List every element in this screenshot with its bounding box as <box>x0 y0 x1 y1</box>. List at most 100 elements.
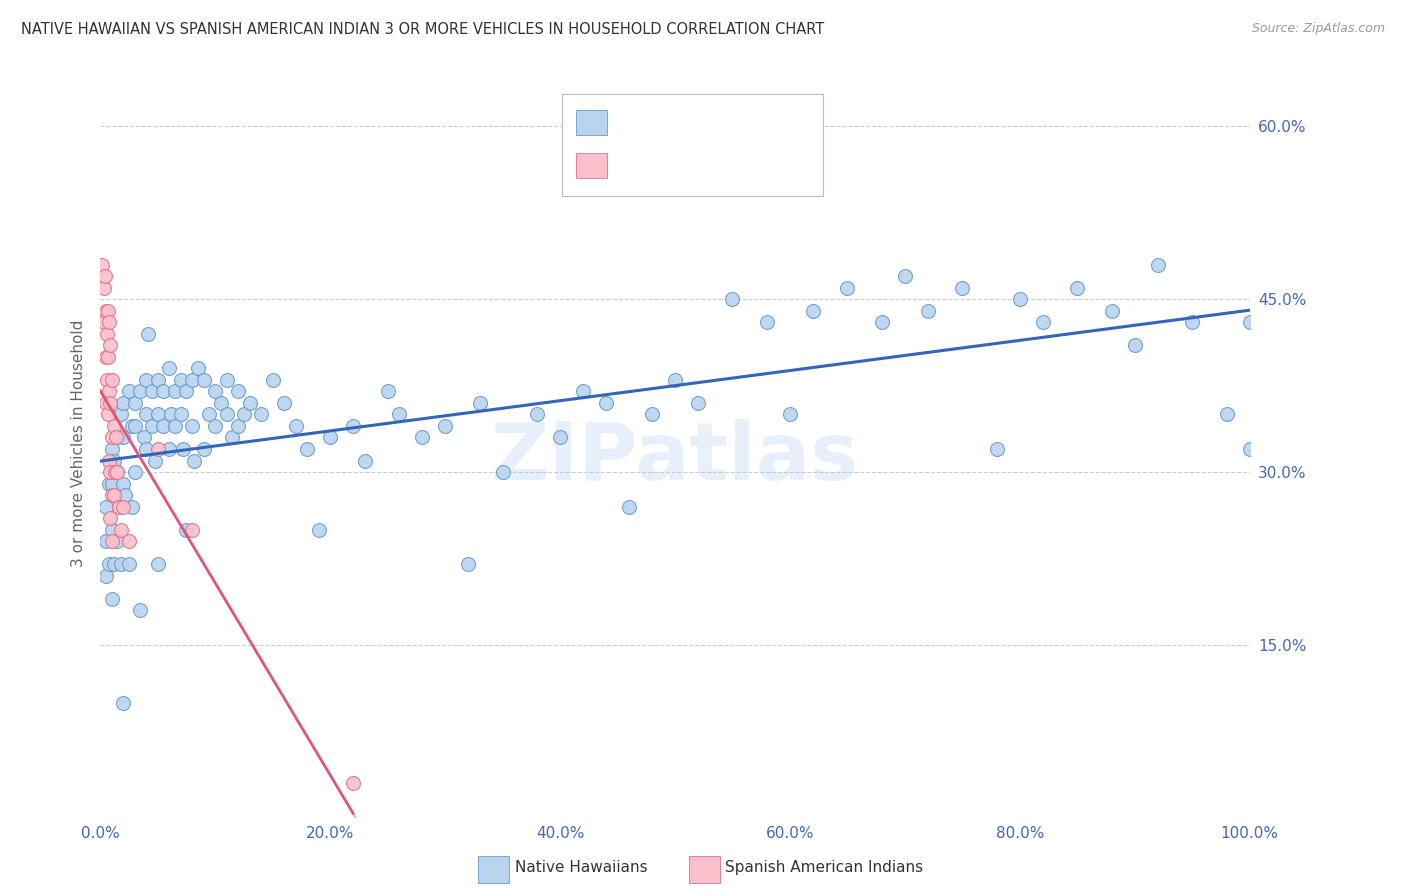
Point <box>377 384 399 399</box>
Point <box>100 523 122 537</box>
Point <box>1239 442 1261 456</box>
Point <box>157 361 180 376</box>
Point <box>181 523 204 537</box>
Point <box>93 268 115 283</box>
Point <box>118 384 141 399</box>
Point <box>100 465 122 479</box>
Point <box>388 408 411 422</box>
Text: NATIVE HAWAIIAN VS SPANISH AMERICAN INDIAN 3 OR MORE VEHICLES IN HOUSEHOLD CORRE: NATIVE HAWAIIAN VS SPANISH AMERICAN INDI… <box>21 22 824 37</box>
Point <box>98 453 121 467</box>
Text: 35: 35 <box>740 158 761 172</box>
Point <box>124 396 146 410</box>
Point <box>135 442 157 456</box>
Point <box>950 280 973 294</box>
Point <box>100 488 122 502</box>
Point <box>110 408 132 422</box>
Point <box>121 500 143 514</box>
Point <box>100 373 122 387</box>
Point <box>434 419 457 434</box>
Point <box>187 361 209 376</box>
Point <box>457 558 479 572</box>
Text: N =: N = <box>699 115 742 129</box>
Point <box>146 558 169 572</box>
Text: 0.346: 0.346 <box>647 115 695 129</box>
Point <box>342 776 364 790</box>
Point <box>132 430 155 444</box>
Point <box>157 442 180 456</box>
Point <box>204 419 226 434</box>
Point <box>1066 280 1088 294</box>
Point <box>169 373 191 387</box>
Point <box>114 488 136 502</box>
Point <box>250 408 273 422</box>
Point <box>342 419 364 434</box>
Point <box>319 430 342 444</box>
Point <box>183 453 205 467</box>
Point <box>118 534 141 549</box>
Point <box>353 453 375 467</box>
Point <box>94 500 117 514</box>
Point <box>152 419 174 434</box>
Text: R =: R = <box>616 158 650 172</box>
Point <box>1123 338 1146 352</box>
Point <box>226 419 249 434</box>
Point <box>172 442 194 456</box>
Point <box>152 384 174 399</box>
Text: Source: ZipAtlas.com: Source: ZipAtlas.com <box>1251 22 1385 36</box>
Point <box>94 534 117 549</box>
Point <box>141 419 163 434</box>
Point <box>273 396 295 410</box>
Point <box>146 373 169 387</box>
Point <box>98 558 121 572</box>
Point <box>468 396 491 410</box>
Point <box>96 373 118 387</box>
Point <box>100 430 122 444</box>
Text: Spanish American Indians: Spanish American Indians <box>725 860 924 874</box>
Point <box>193 442 215 456</box>
Point <box>105 430 128 444</box>
Point <box>94 350 117 364</box>
Point <box>721 292 744 306</box>
Point <box>112 396 135 410</box>
Point <box>98 384 121 399</box>
Point <box>801 303 824 318</box>
Point <box>491 465 513 479</box>
Point <box>548 430 571 444</box>
Point <box>209 396 232 410</box>
Point <box>411 430 433 444</box>
Point <box>93 315 115 329</box>
Point <box>308 523 330 537</box>
Point <box>160 408 183 422</box>
Point <box>837 280 859 294</box>
Point <box>686 396 709 410</box>
Point <box>100 591 122 606</box>
Point <box>118 558 141 572</box>
Point <box>215 373 238 387</box>
Point <box>226 384 249 399</box>
Point <box>204 384 226 399</box>
Point <box>94 569 117 583</box>
Text: R =: R = <box>616 115 650 129</box>
Point <box>100 442 122 456</box>
Point <box>103 558 125 572</box>
Point <box>163 419 186 434</box>
Point <box>1216 408 1239 422</box>
Point <box>176 384 198 399</box>
Point <box>870 315 893 329</box>
Point <box>1181 315 1204 329</box>
Point <box>112 696 135 710</box>
Point <box>215 408 238 422</box>
Point <box>146 408 169 422</box>
Point <box>100 476 122 491</box>
Point <box>97 350 120 364</box>
Point <box>1008 292 1031 306</box>
Y-axis label: 3 or more Vehicles in Household: 3 or more Vehicles in Household <box>72 319 86 567</box>
Point <box>100 396 122 410</box>
Point <box>221 430 243 444</box>
Point <box>284 419 307 434</box>
Point <box>112 430 135 444</box>
Point <box>163 384 186 399</box>
Point <box>617 500 640 514</box>
Point <box>107 500 129 514</box>
Point <box>97 303 120 318</box>
